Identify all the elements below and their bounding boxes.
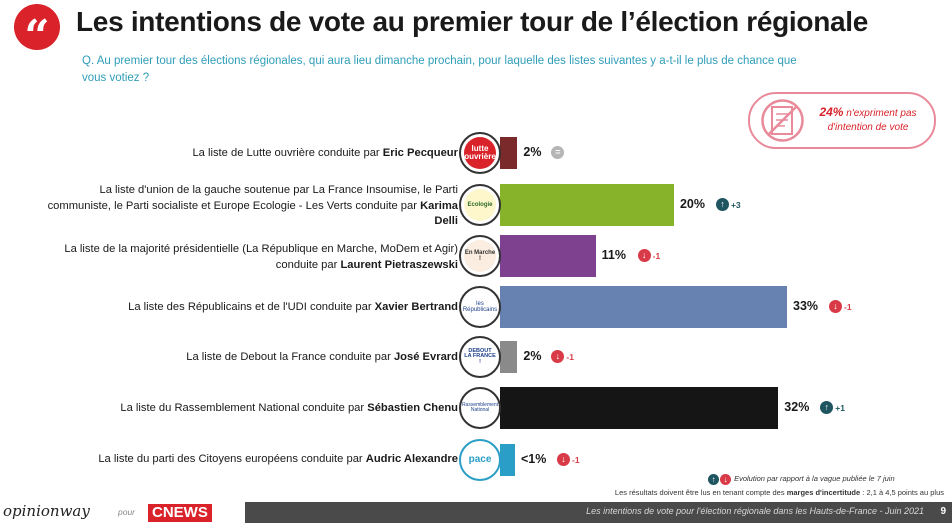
party-logo-text: En Marche ! — [464, 240, 496, 272]
row-label: La liste de Debout la France conduite pa… — [38, 350, 458, 366]
no-intention-callout: 24% n'expriment pas d'intention de vote — [748, 92, 936, 149]
page-title: Les intentions de vote au premier tour d… — [76, 6, 869, 37]
value-label: <1% — [521, 452, 547, 466]
row-label-text: La liste du parti des Citoyens européens… — [98, 453, 366, 465]
legend: ↑ ↓ Evolution par rapport à la vague publ… — [708, 472, 895, 485]
party-logo: les Républicains — [459, 286, 501, 328]
evolution-value: +1 — [835, 403, 845, 413]
candidate-name: Xavier Bertrand — [374, 301, 458, 313]
party-logo: pace — [459, 439, 501, 481]
opinionway-logo: opinionway — [3, 502, 90, 520]
survey-question: Q. Au premier tour des élections régiona… — [82, 55, 797, 84]
quote-icon: “ — [14, 4, 60, 50]
row-label-text: La liste de Lutte ouvrière conduite par — [192, 147, 383, 159]
note-pre: Les résultats doivent être lus en tenant… — [614, 488, 787, 497]
party-logo-text: les Républicains — [463, 291, 497, 323]
party-logo: En Marche ! — [459, 235, 501, 277]
bar — [500, 235, 596, 277]
row-label: La liste de la majorité présidentielle (… — [38, 242, 458, 273]
footer-brand-area: opinionway pour CNEWS — [0, 502, 245, 523]
row-label: La liste des Républicains et de l'UDI co… — [38, 300, 458, 316]
legend-text: Evolution par rapport à la vague publiée… — [734, 474, 895, 483]
candidate-name: Sébastien Chenu — [367, 402, 458, 414]
value-label: 2% — [523, 349, 542, 363]
party-logo-text: Ecologie — [464, 189, 496, 221]
footer-pour: pour — [118, 507, 136, 517]
row-label-text: La liste d'union de la gauche soutenue p… — [47, 184, 458, 212]
no-intention-value: 24% — [819, 105, 844, 119]
uncertainty-note: Les résultats doivent être lus en tenant… — [615, 488, 944, 497]
footer: opinionway pour CNEWS Les intentions de … — [0, 502, 952, 523]
bar — [500, 387, 779, 429]
party-logo-text: Rassemblement National — [462, 392, 498, 424]
row-label: La liste du Rassemblement National condu… — [38, 401, 458, 417]
row-label-text: La liste des Républicains et de l'UDI co… — [128, 301, 375, 313]
evolution-down-icon: ↓ — [637, 249, 651, 262]
evolution-down-icon: ↓ — [720, 473, 731, 485]
row-label-text: La liste du Rassemblement National condu… — [120, 402, 368, 414]
evolution-up-icon: ↑ — [708, 473, 719, 485]
row-label: La liste d'union de la gauche soutenue p… — [38, 183, 458, 230]
bar — [500, 286, 787, 328]
evolution-value: -1 — [844, 302, 852, 312]
bar — [500, 137, 518, 169]
party-logo-text: DEBOUT LA FRANCE ! — [464, 341, 496, 373]
evolution-value: -1 — [566, 352, 574, 362]
note-post: : 2,1 à 4,5 points au plus — [860, 488, 944, 497]
party-logo: lutte ouvrière — [459, 132, 501, 174]
value-label: 33% — [793, 299, 819, 313]
candidate-name: Karima Delli — [420, 199, 458, 228]
candidate-name: José Evrard — [393, 351, 458, 363]
party-logo: DEBOUT LA FRANCE ! — [459, 336, 501, 378]
value-label: 11% — [601, 248, 626, 262]
value-label: 32% — [784, 400, 810, 414]
bar — [500, 444, 515, 476]
value-label: 2% — [523, 145, 542, 159]
cnews-logo: CNEWS — [148, 504, 212, 522]
evolution-down-icon: ↓ — [829, 300, 842, 313]
candidate-name: Laurent Pietraszewski — [340, 258, 458, 271]
row-label-text: La liste de Debout la France conduite pa… — [186, 351, 394, 363]
party-logo-text: pace — [464, 444, 496, 476]
candidate-name: Audric Alexandre — [365, 453, 458, 465]
party-logo: Rassemblement National — [459, 387, 501, 429]
candidate-name: Eric Pecqueur — [382, 147, 458, 159]
row-label: La liste du parti des Citoyens européens… — [38, 452, 458, 468]
evolution-up-icon: ↑ — [820, 401, 834, 414]
page-number: 9 — [940, 506, 946, 517]
party-logo: Ecologie — [459, 184, 501, 226]
no-ballot-icon — [761, 99, 804, 142]
party-logo-text: lutte ouvrière — [464, 137, 496, 169]
bar — [500, 184, 674, 226]
value-label: 20% — [679, 197, 705, 211]
row-label: La liste de Lutte ouvrière conduite par … — [38, 146, 458, 162]
footer-caption: Les intentions de vote pour l'élection r… — [586, 506, 924, 516]
evolution-zero-icon: = — [551, 146, 565, 159]
evolution-value: +3 — [730, 200, 741, 210]
note-bold: marges d'incertitude — [786, 488, 861, 497]
evolution-down-icon: ↓ — [551, 350, 565, 363]
row-label-text: La liste de la majorité présidentielle (… — [64, 243, 458, 271]
evolution-up-icon: ↑ — [715, 198, 729, 211]
no-intention-label: n'expriment pas d'intention de vote — [827, 108, 917, 133]
no-intention-text: 24% n'expriment pas d'intention de vote — [806, 105, 930, 135]
evolution-value: -1 — [652, 251, 661, 261]
bar — [500, 341, 518, 373]
evolution-down-icon: ↓ — [557, 453, 570, 466]
evolution-value: -1 — [572, 455, 580, 465]
